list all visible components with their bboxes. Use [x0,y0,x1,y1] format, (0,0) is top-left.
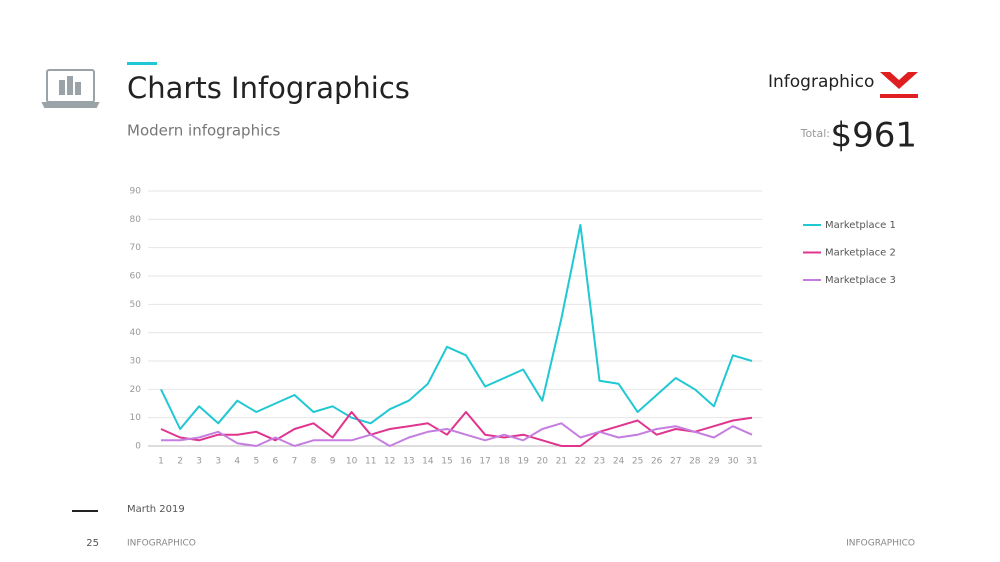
legend-label: Marketplace 2 [825,248,896,259]
x-tick-label: 3 [196,457,202,467]
x-tick-label: 29 [708,457,720,467]
footer-date: Marth 2019 [127,504,185,515]
x-tick-label: 11 [365,457,376,467]
x-tick-label: 24 [613,457,625,467]
legend-label: Marketplace 1 [825,220,896,231]
x-tick-label: 13 [403,457,414,467]
y-tick-label: 90 [130,187,142,197]
x-tick-label: 31 [746,457,757,467]
laptop-icon [41,69,100,108]
y-tick-label: 10 [130,413,142,423]
x-tick-label: 20 [537,457,549,467]
x-tick-label: 26 [651,457,663,467]
series-line [160,411,753,447]
x-tick-label: 25 [632,457,643,467]
x-tick-label: 21 [556,457,567,467]
bar-icon [59,76,81,95]
y-tick-label: 30 [130,357,142,367]
x-tick-label: 3 [215,457,221,467]
title: Charts Infographics [127,71,410,105]
x-tick-label: 7 [292,457,298,467]
x-tick-label: 16 [460,457,472,467]
x-tick-label: 9 [330,457,336,467]
page-number: 25 [86,538,99,549]
x-tick-label: 6 [273,457,279,467]
series-line [160,224,753,430]
y-tick-label: 70 [130,243,142,253]
accent-bar [127,62,157,65]
x-tick-label: 22 [575,457,586,467]
legend-label: Marketplace 3 [825,275,896,286]
x-tick-label: 14 [422,457,434,467]
x-tick-label: 8 [311,457,317,467]
x-tick-label: 17 [479,457,490,467]
logo-mark [880,72,918,98]
x-tick-label: 23 [594,457,605,467]
footer-brand: INFOGRAPHICO [127,539,196,549]
x-tick-label: 27 [670,457,681,467]
y-tick-label: 60 [130,272,142,282]
x-tick-label: 19 [517,457,529,467]
x-tick-label: 30 [727,457,739,467]
x-tick-label: 5 [253,457,259,467]
x-tick-label: 4 [234,457,240,467]
x-tick-label: 1 [158,457,164,467]
x-tick-label: 15 [441,457,452,467]
y-tick-label: 40 [130,328,142,338]
x-tick-label: 28 [689,457,701,467]
series-line [161,422,753,447]
x-tick-label: 10 [346,457,358,467]
total-value: $961 [830,116,917,156]
total-label: Total: [800,127,830,140]
subtitle: Modern infographics [127,122,281,140]
x-tick-label: 12 [384,457,395,467]
y-tick-label: 20 [130,385,142,395]
x-tick-label: 18 [498,457,510,467]
y-tick-label: 80 [130,215,142,225]
y-tick-label: 0 [135,442,141,452]
x-tick-label: 2 [177,457,183,467]
y-tick-label: 50 [130,300,142,310]
logo-text: Infographico [768,72,874,92]
footer-brand: INFOGRAPHICO [846,539,915,549]
